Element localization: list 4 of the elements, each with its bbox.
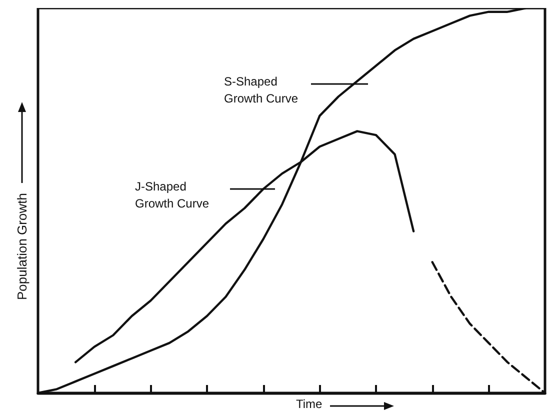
- annotation: J-Shaped Growth Curve: [135, 180, 210, 210]
- y-axis-title: Population Growth: [14, 193, 30, 300]
- x-axis-title: Time: [296, 397, 323, 411]
- annotation: S-Shaped Growth Curve: [224, 74, 298, 106]
